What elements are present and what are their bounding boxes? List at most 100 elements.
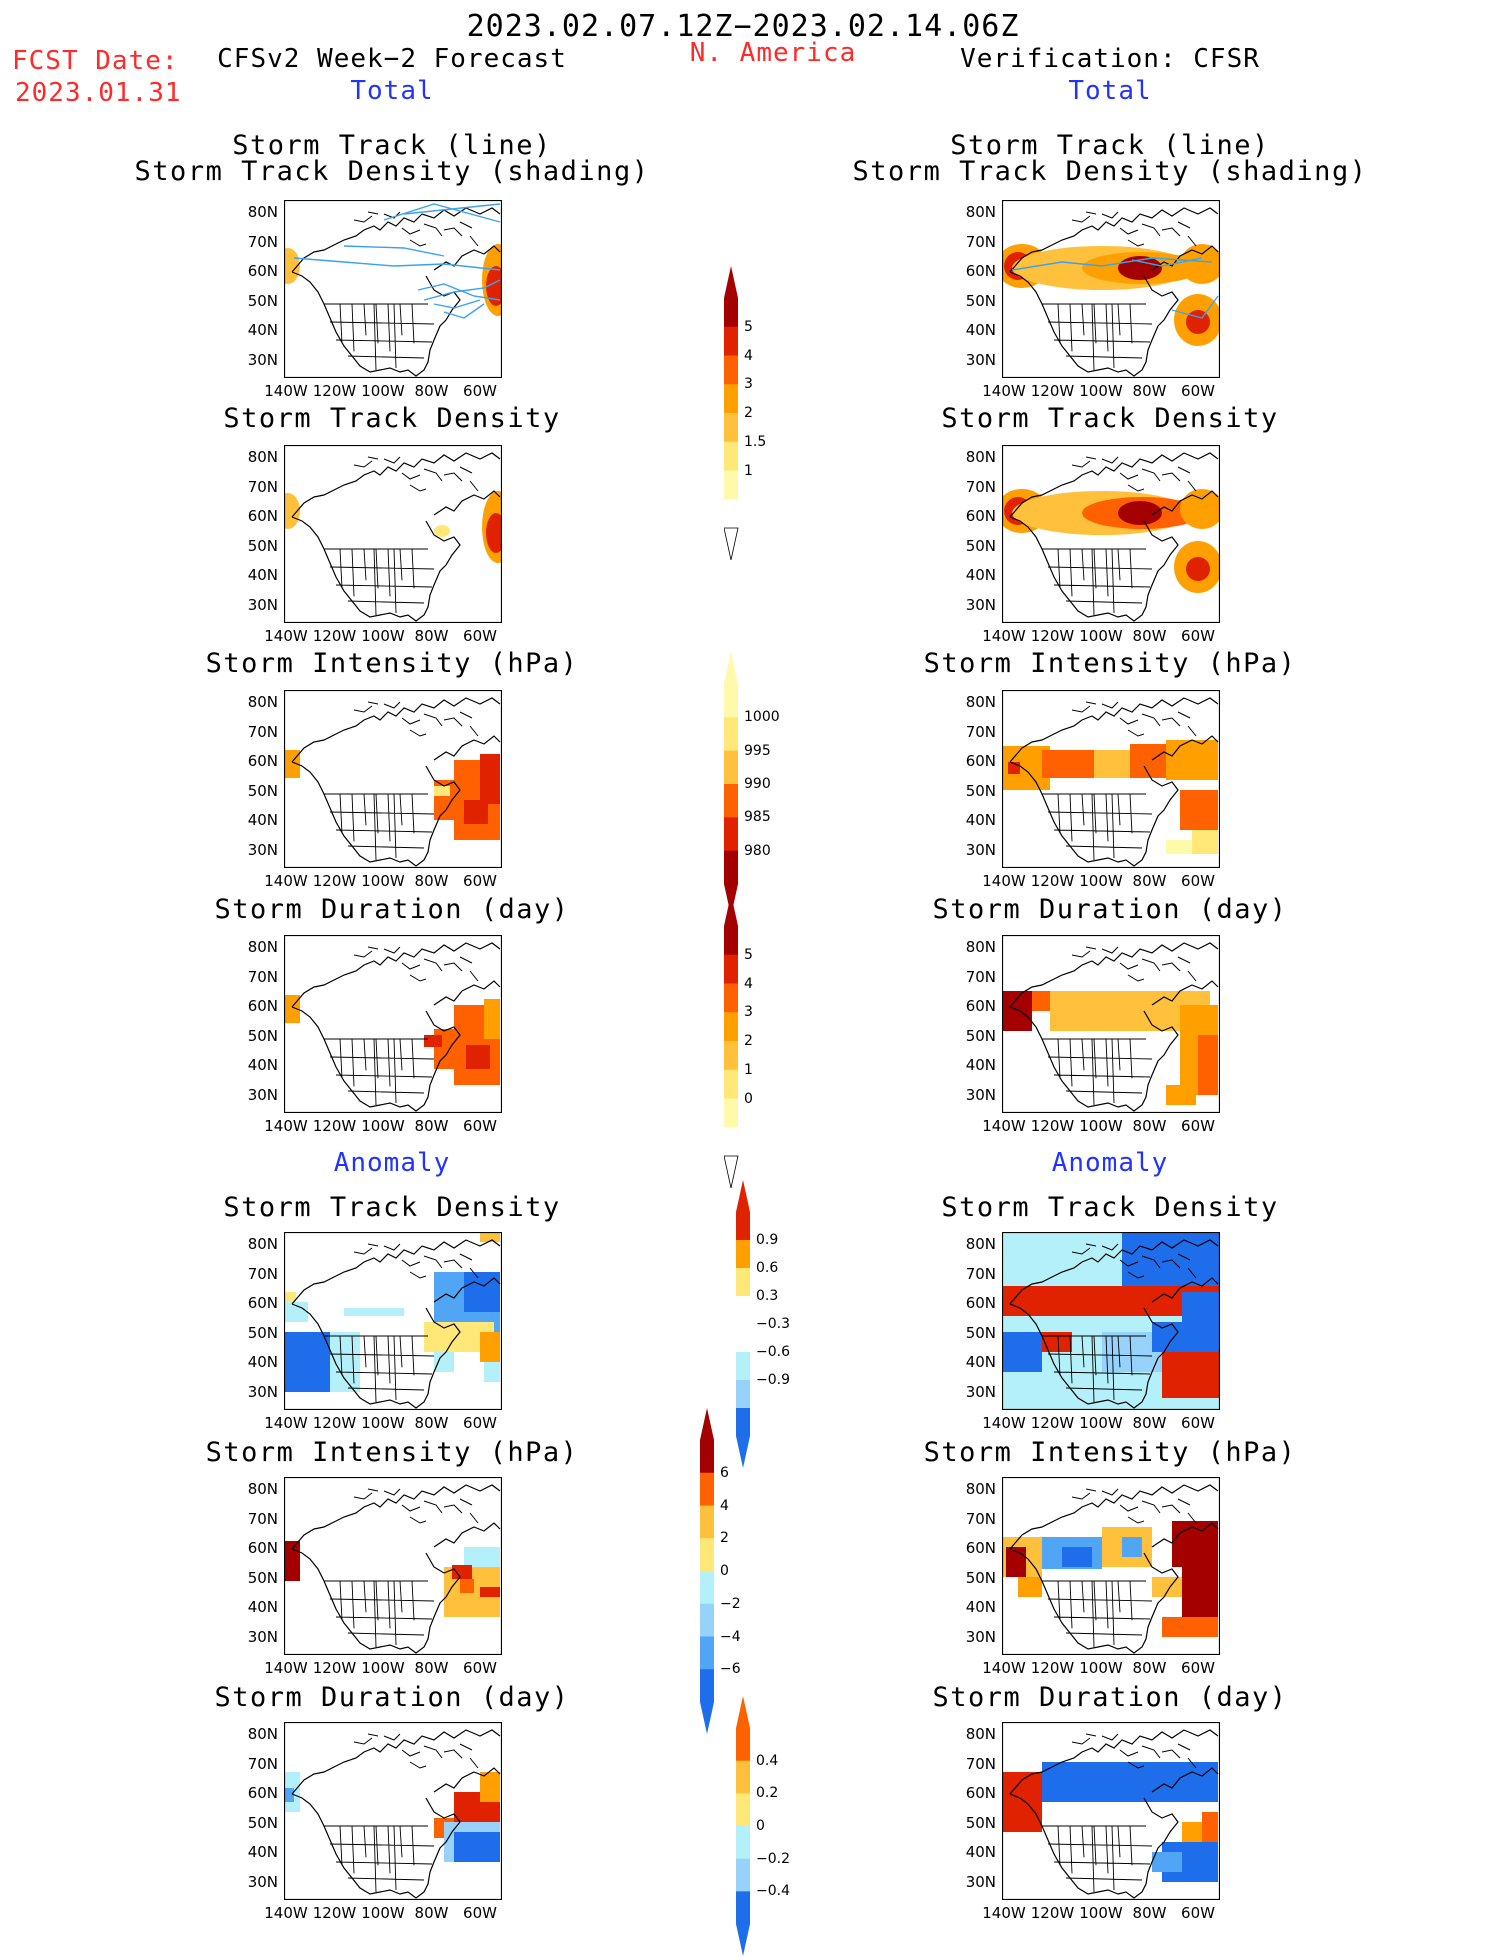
colorbar-segment [724, 499, 738, 529]
colorbar-label: 0 [720, 1563, 729, 1579]
cell-4 [464, 800, 488, 824]
lon-label: 80W [1132, 872, 1167, 890]
lat-label: 40N [965, 1598, 996, 1616]
arctic-islands [353, 1733, 479, 1769]
colorbar-bottom-arrow [736, 1924, 750, 1956]
lon-label: 120W [312, 1117, 357, 1135]
lon-label: 80W [1132, 627, 1167, 645]
lat-label: 30N [965, 1085, 996, 1104]
lon-label: 100W [1079, 1414, 1123, 1432]
coastline [1009, 1729, 1219, 1899]
lon-label: 100W [361, 872, 405, 890]
lat-label: 80N [247, 693, 278, 711]
lon-label: 100W [361, 1414, 405, 1432]
shading-0 [284, 248, 300, 284]
cell-1 [284, 1788, 294, 1802]
lat-label: 30N [247, 1627, 278, 1646]
lat-label: 30N [965, 1872, 996, 1891]
lon-label: 100W [361, 1904, 405, 1922]
lat-label: 30N [965, 595, 996, 614]
cell-11 [344, 1308, 404, 1316]
colorbar-segment [736, 1352, 750, 1381]
map-frame [284, 690, 502, 868]
lat-label: 80N [965, 938, 996, 956]
cell-6 [1180, 790, 1218, 830]
storm-track-0 [293, 257, 501, 271]
colorbar-label: 1 [744, 1061, 753, 1078]
colorbar-segment [724, 684, 738, 718]
arctic-islands [353, 211, 479, 247]
cell-0 [1002, 991, 1032, 1031]
map-frame [1002, 1477, 1220, 1655]
cell-0 [284, 1332, 330, 1392]
colorbar-segment [724, 1098, 738, 1128]
lon-label: 140W [982, 382, 1026, 400]
fcst-date-label: FCST Date: [12, 46, 179, 76]
lon-label: 120W [312, 382, 357, 400]
cell-4 [460, 1579, 474, 1593]
lon-label: 140W [982, 1117, 1026, 1135]
colorbar-segment [724, 413, 738, 443]
lat-label: 40N [965, 566, 996, 584]
lon-label: 80W [414, 1659, 449, 1677]
lon-label: 60W [463, 1659, 497, 1677]
lat-label: 70N [965, 1509, 996, 1528]
colorbar-segment [700, 1636, 714, 1670]
colorbar-segment [724, 355, 738, 385]
title-duration-right: Storm Duration (day) [932, 894, 1288, 925]
lat-label: 50N [965, 291, 996, 310]
verification-anom-duration-panel: 80N 70N 60N 50N 40N 30N 140W 120W 100W 80W 60W [966, 1722, 1220, 1922]
title-track-shading-right: Storm Track Density (shading) [852, 156, 1368, 187]
storm-track-1 [1131, 257, 1203, 267]
map-frame [1002, 445, 1220, 623]
lon-label: 80W [1132, 1117, 1167, 1135]
forecast-intensity-panel-map [284, 690, 502, 868]
colorbar-segment [724, 817, 738, 852]
colorbar-segment [724, 1127, 738, 1157]
state-borders [1042, 1580, 1153, 1648]
cell-3 [1094, 750, 1130, 778]
colorbar-segment [700, 1505, 714, 1539]
lon-label: 140W [264, 382, 308, 400]
colorbar-segment [724, 1041, 738, 1071]
cell-10 [1018, 1577, 1042, 1597]
colorbar-segment [736, 1268, 750, 1297]
lon-label: 120W [312, 872, 357, 890]
lat-label: 40N [965, 1353, 996, 1371]
storm-track-0 [1011, 257, 1213, 271]
colorbar-label: 0.2 [756, 1785, 779, 1802]
lat-label: 40N [247, 1598, 278, 1616]
lon-label: 60W [463, 1414, 497, 1432]
colorbar-segment [724, 926, 738, 956]
arctic-islands [1071, 701, 1197, 737]
cell-5 [1166, 740, 1218, 780]
lon-label: 100W [1079, 1659, 1123, 1677]
storm-track-4 [423, 279, 501, 301]
state-borders [324, 303, 435, 371]
colorbar-label: 0 [744, 1090, 753, 1107]
arctic-islands [353, 946, 479, 982]
colorbar-bottom-arrow [700, 1702, 714, 1734]
lon-label: 120W [1030, 1659, 1075, 1677]
title-track-shading-left: Storm Track Density (shading) [134, 156, 650, 187]
lon-label: 120W [312, 627, 357, 645]
lat-label: 50N [965, 781, 996, 800]
title-track-line-left: Storm Track (line) [232, 130, 552, 161]
lat-label: 30N [247, 1382, 278, 1401]
cell-5 [466, 1045, 490, 1069]
lon-label: 80W [1132, 1414, 1167, 1432]
colorbar-segment [724, 983, 738, 1013]
lat-label: 80N [965, 203, 996, 221]
cell-4 [1198, 1035, 1218, 1095]
verification-anom-intensity-panel-map [1002, 1477, 1220, 1655]
verification-anom-intensity-panel: 80N 70N 60N 50N 40N 30N 140W 120W 100W 80W 60W [966, 1477, 1220, 1677]
lon-label: 60W [1181, 1904, 1215, 1922]
lat-label: 30N [965, 1382, 996, 1401]
left-total-label: Total [350, 76, 434, 106]
arctic-islands [353, 701, 479, 737]
coastline [291, 452, 501, 622]
lon-label: 100W [1079, 872, 1123, 890]
title-anom-duration-left: Storm Duration (day) [214, 1682, 570, 1713]
lon-label: 60W [1181, 382, 1215, 400]
title-density-left: Storm Track Density [223, 403, 561, 434]
